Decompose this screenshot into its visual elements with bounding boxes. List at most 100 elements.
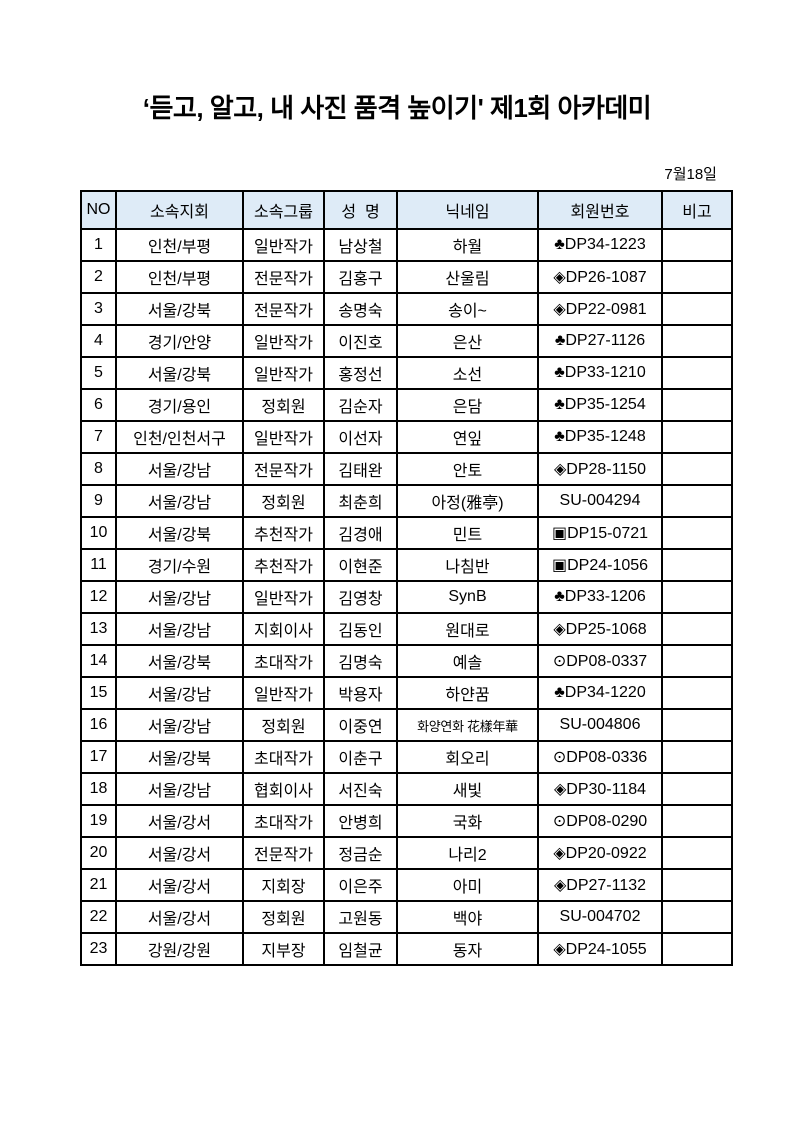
cell-group: 초대작가 xyxy=(242,644,325,678)
cell-no: 1 xyxy=(80,228,117,262)
cell-note xyxy=(661,676,733,710)
cell-nickname: SynB xyxy=(396,580,539,614)
cell-no: 5 xyxy=(80,356,117,390)
cell-group: 전문작가 xyxy=(242,836,325,870)
table-row: 21 서울/강서 지회장 이은주 아미 ◈DP27-1132 xyxy=(80,868,733,902)
cell-note xyxy=(661,292,733,326)
cell-name: 김영창 xyxy=(323,580,398,614)
cell-name: 김홍구 xyxy=(323,260,398,294)
cell-note xyxy=(661,388,733,422)
cell-nickname: 하얀꿈 xyxy=(396,676,539,710)
cell-group: 일반작가 xyxy=(242,228,325,262)
table-row: 6 경기/용인 정회원 김순자 은담 ♣DP35-1254 xyxy=(80,388,733,422)
cell-nickname: 회오리 xyxy=(396,740,539,774)
cell-name: 김순자 xyxy=(323,388,398,422)
cell-branch: 서울/강북 xyxy=(115,740,244,774)
page-title: ‘듣고, 알고, 내 사진 품격 높이기' 제1회 아카데미 xyxy=(142,93,652,123)
cell-no: 18 xyxy=(80,772,117,806)
cell-member_no: ♣DP33-1206 xyxy=(537,580,663,614)
cell-branch: 경기/수원 xyxy=(115,548,244,582)
cell-name: 김태완 xyxy=(323,452,398,486)
cell-member_no: ◈DP22-0981 xyxy=(537,292,663,326)
cell-group: 일반작가 xyxy=(242,676,325,710)
table-row: 13 서울/강남 지회이사 김동인 원대로 ◈DP25-1068 xyxy=(80,612,733,646)
cell-note xyxy=(661,612,733,646)
cell-no: 10 xyxy=(80,516,117,550)
cell-name: 임철균 xyxy=(323,932,398,966)
cell-member_no: SU-004294 xyxy=(537,484,663,518)
cell-branch: 경기/안양 xyxy=(115,324,244,358)
cell-name: 홍정선 xyxy=(323,356,398,390)
cell-group: 정회원 xyxy=(242,484,325,518)
cell-note xyxy=(661,708,733,742)
cell-branch: 서울/강서 xyxy=(115,868,244,902)
cell-member_no: ◈DP20-0922 xyxy=(537,836,663,870)
cell-name: 최춘희 xyxy=(323,484,398,518)
cell-branch: 서울/강서 xyxy=(115,836,244,870)
cell-name: 안병희 xyxy=(323,804,398,838)
cell-group: 전문작가 xyxy=(242,260,325,294)
cell-group: 추천작가 xyxy=(242,548,325,582)
cell-branch: 서울/강남 xyxy=(115,484,244,518)
cell-no: 15 xyxy=(80,676,117,710)
cell-nickname: 산울림 xyxy=(396,260,539,294)
table-row: 5 서울/강북 일반작가 홍정선 소선 ♣DP33-1210 xyxy=(80,356,733,390)
cell-member_no: ⊙DP08-0337 xyxy=(537,644,663,678)
cell-branch: 서울/강남 xyxy=(115,676,244,710)
cell-no: 21 xyxy=(80,868,117,902)
cell-no: 7 xyxy=(80,420,117,454)
cell-no: 4 xyxy=(80,324,117,358)
cell-no: 22 xyxy=(80,900,117,934)
cell-no: 3 xyxy=(80,292,117,326)
column-header-nickname: 닉네임 xyxy=(396,190,539,230)
table-row: 15 서울/강남 일반작가 박용자 하얀꿈 ♣DP34-1220 xyxy=(80,676,733,710)
cell-group: 정회원 xyxy=(242,900,325,934)
cell-branch: 서울/강북 xyxy=(115,516,244,550)
cell-no: 23 xyxy=(80,932,117,966)
cell-group: 초대작가 xyxy=(242,740,325,774)
cell-branch: 인천/부평 xyxy=(115,228,244,262)
cell-no: 8 xyxy=(80,452,117,486)
cell-no: 11 xyxy=(80,548,117,582)
cell-group: 초대작가 xyxy=(242,804,325,838)
cell-name: 이선자 xyxy=(323,420,398,454)
cell-note xyxy=(661,804,733,838)
date-label: 7월18일 xyxy=(664,166,717,183)
cell-nickname: 예솔 xyxy=(396,644,539,678)
cell-note xyxy=(661,772,733,806)
cell-nickname: 안토 xyxy=(396,452,539,486)
cell-member_no: ♣DP35-1254 xyxy=(537,388,663,422)
cell-branch: 인천/부평 xyxy=(115,260,244,294)
cell-member_no: ▣DP15-0721 xyxy=(537,516,663,550)
cell-group: 정회원 xyxy=(242,708,325,742)
cell-name: 이현준 xyxy=(323,548,398,582)
cell-no: 2 xyxy=(80,260,117,294)
table-row: 9 서울/강남 정회원 최춘희 아정(雅亭) SU-004294 xyxy=(80,484,733,518)
cell-name: 김명숙 xyxy=(323,644,398,678)
cell-group: 추천작가 xyxy=(242,516,325,550)
column-header-note: 비고 xyxy=(661,190,733,230)
cell-member_no: ♣DP33-1210 xyxy=(537,356,663,390)
cell-note xyxy=(661,900,733,934)
cell-branch: 서울/강남 xyxy=(115,772,244,806)
cell-note xyxy=(661,356,733,390)
cell-no: 16 xyxy=(80,708,117,742)
table-row: 14 서울/강북 초대작가 김명숙 예솔 ⊙DP08-0337 xyxy=(80,644,733,678)
cell-no: 14 xyxy=(80,644,117,678)
cell-member_no: ◈DP25-1068 xyxy=(537,612,663,646)
table-row: 10 서울/강북 추천작가 김경애 민트 ▣DP15-0721 xyxy=(80,516,733,550)
cell-name: 이중연 xyxy=(323,708,398,742)
cell-name: 이진호 xyxy=(323,324,398,358)
member-table: NO 소속지회 소속그룹 성 명 닉네임 회원번호 비고 1 인천/부평 일반작가 남상철 하월 ♣D… xyxy=(80,190,733,966)
table-body: 1 인천/부평 일반작가 남상철 하월 ♣DP34-1223 2 인천/부평 전문작가 김홍구 산울… xyxy=(80,228,733,966)
cell-name: 이은주 xyxy=(323,868,398,902)
table-row: 1 인천/부평 일반작가 남상철 하월 ♣DP34-1223 xyxy=(80,228,733,262)
cell-member_no: ⊙DP08-0336 xyxy=(537,740,663,774)
cell-name: 고원동 xyxy=(323,900,398,934)
cell-note xyxy=(661,548,733,582)
cell-branch: 인천/인천서구 xyxy=(115,420,244,454)
cell-group: 일반작가 xyxy=(242,324,325,358)
cell-member_no: ◈DP24-1055 xyxy=(537,932,663,966)
cell-member_no: ▣DP24-1056 xyxy=(537,548,663,582)
cell-member_no: ♣DP34-1220 xyxy=(537,676,663,710)
